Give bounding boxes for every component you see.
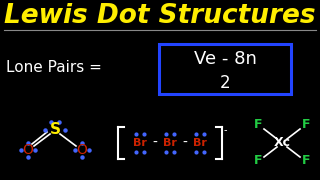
Text: Xc: Xc [274, 136, 291, 150]
Text: O: O [23, 143, 33, 157]
Text: -: - [224, 125, 228, 135]
Text: O: O [76, 143, 87, 157]
Text: F: F [254, 118, 262, 132]
Text: F: F [302, 118, 310, 132]
Text: Ve - 8n: Ve - 8n [194, 50, 256, 68]
Text: Lone Pairs =: Lone Pairs = [6, 60, 102, 75]
Text: -: - [153, 136, 157, 150]
Text: -: - [183, 136, 188, 150]
Text: F: F [254, 154, 262, 168]
Text: F: F [302, 154, 310, 168]
Text: S: S [50, 123, 60, 138]
Text: Lewis Dot Structures: Lewis Dot Structures [4, 3, 316, 29]
Text: Br: Br [163, 138, 177, 148]
FancyBboxPatch shape [159, 44, 291, 94]
Text: 2: 2 [220, 74, 230, 92]
Text: Br: Br [193, 138, 207, 148]
Text: Br: Br [133, 138, 147, 148]
